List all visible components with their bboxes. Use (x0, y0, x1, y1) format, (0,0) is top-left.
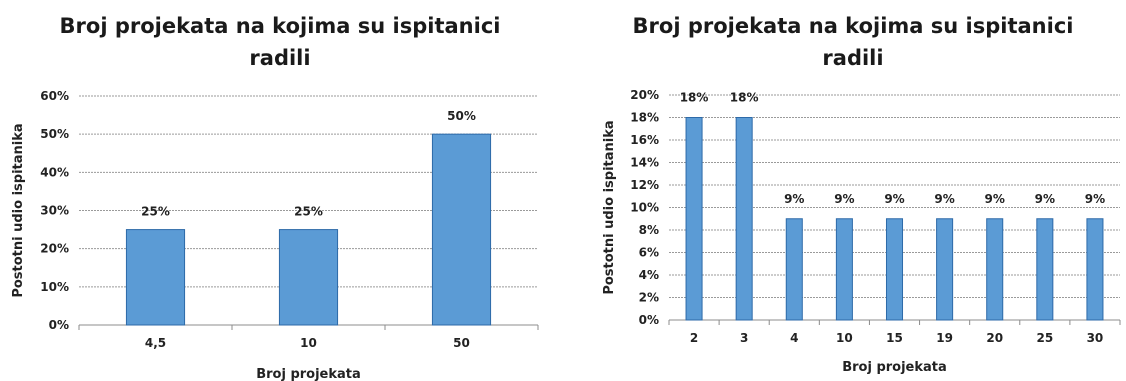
x-tick-label: 19 (936, 331, 953, 345)
y-tick-label: 60% (40, 89, 69, 103)
x-tick-label: 20 (986, 331, 1003, 345)
y-axis-title: Postotni udio ispitanika (11, 123, 26, 297)
x-tick-label: 10 (300, 336, 317, 350)
x-tick-label: 30 (1087, 331, 1104, 345)
y-tick-label: 20% (630, 88, 659, 102)
y-tick-label: 10% (630, 201, 659, 215)
x-axis-title: Broj projekata (256, 367, 361, 381)
x-tick-label: 15 (886, 331, 903, 345)
y-tick-label: 10% (40, 280, 69, 294)
data-label: 9% (884, 192, 904, 206)
bar-chart-right: 0% 2% 4% 6% 8% 10% 12% 14% 16% 18% 20% 18% 2 18% 3 9% 4 9… (602, 88, 1121, 375)
chart-panel-right: Broj projekata na kojima su ispitanici r… (580, 0, 1126, 381)
bar (735, 117, 753, 321)
bar (1086, 218, 1104, 321)
x-tick-label: 4,5 (145, 336, 166, 350)
data-label: 9% (985, 192, 1005, 206)
y-tick-label: 8% (639, 223, 659, 237)
y-tick-label: 2% (639, 291, 659, 305)
x-tick-label: 50 (453, 336, 470, 350)
bar (885, 218, 904, 321)
data-label: 9% (934, 192, 954, 206)
y-tick-label: 40% (40, 165, 69, 179)
bar (1036, 218, 1054, 321)
data-label: 50% (447, 109, 476, 123)
bar (685, 117, 703, 321)
y-tick-label: 16% (630, 133, 659, 147)
data-label: 9% (784, 192, 804, 206)
data-label: 25% (141, 205, 170, 219)
x-axis-title: Broj projekata (842, 360, 947, 375)
chart-title: Broj projekata na kojima su ispitanici r… (59, 14, 501, 70)
x-tick-label: 25 (1036, 331, 1053, 345)
x-tick-label: 2 (690, 331, 698, 345)
bar (986, 218, 1004, 321)
y-tick-label: 50% (40, 127, 69, 141)
data-label: 18% (730, 91, 759, 105)
bar (936, 218, 954, 321)
chart-panel-left: Broj projekata na kojima su ispitanici r… (0, 0, 560, 381)
y-tick-label: 20% (40, 242, 69, 256)
x-tick-label: 10 (836, 331, 853, 345)
chart-title: Broj projekata na kojima su ispitanici r… (632, 14, 1074, 70)
y-tick-label: 12% (630, 178, 659, 192)
y-tick-label: 30% (40, 204, 69, 218)
bar (835, 218, 853, 321)
data-label: 9% (1035, 192, 1055, 206)
data-label: 18% (680, 91, 709, 105)
data-label: 25% (294, 205, 323, 219)
y-tick-label: 4% (639, 268, 659, 282)
data-label: 9% (834, 192, 854, 206)
y-tick-label: 6% (639, 246, 659, 260)
x-tick-label: 3 (740, 331, 748, 345)
y-tick-label: 0% (49, 318, 69, 332)
bar (278, 229, 339, 326)
data-label: 9% (1085, 192, 1105, 206)
y-tick-label: 0% (639, 313, 659, 327)
y-axis-title: Postotni udio ispitanika (602, 120, 617, 294)
bar (785, 218, 803, 321)
x-tick-label: 4 (790, 331, 798, 345)
y-tick-label: 14% (630, 156, 659, 170)
y-tick-label: 18% (630, 111, 659, 125)
bar (125, 229, 186, 326)
bar (431, 133, 492, 326)
bar-chart-left: 0% 10% 20% 30% 40% 50% 60% 25% 4,5 25% 10 50% 50 Broj… (11, 89, 539, 381)
